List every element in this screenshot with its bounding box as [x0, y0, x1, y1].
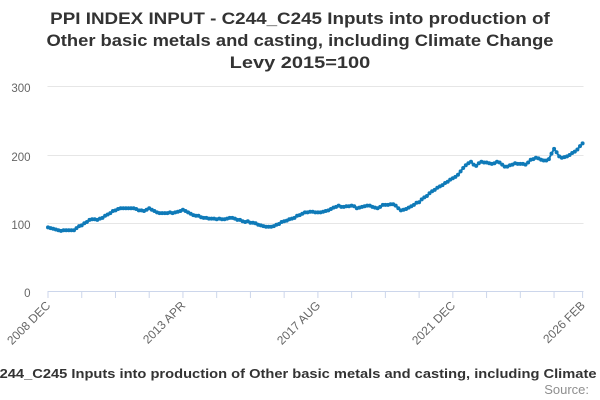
svg-text:300: 300 [11, 83, 30, 95]
svg-text:100: 100 [11, 220, 30, 232]
svg-text:Levy 2015=100: Levy 2015=100 [230, 53, 371, 72]
svg-text:0: 0 [24, 288, 30, 300]
svg-text:Other basic metals and casting: Other basic metals and casting, includin… [47, 31, 554, 50]
svg-text:Source:: Source: [544, 382, 589, 397]
svg-text:200: 200 [11, 152, 30, 164]
svg-text:PPI INDEX INPUT - C244_C245 In: PPI INDEX INPUT - C244_C245 Inputs into … [50, 9, 550, 28]
svg-text:C244_C245 Inputs into producti: C244_C245 Inputs into production of Othe… [0, 366, 600, 381]
